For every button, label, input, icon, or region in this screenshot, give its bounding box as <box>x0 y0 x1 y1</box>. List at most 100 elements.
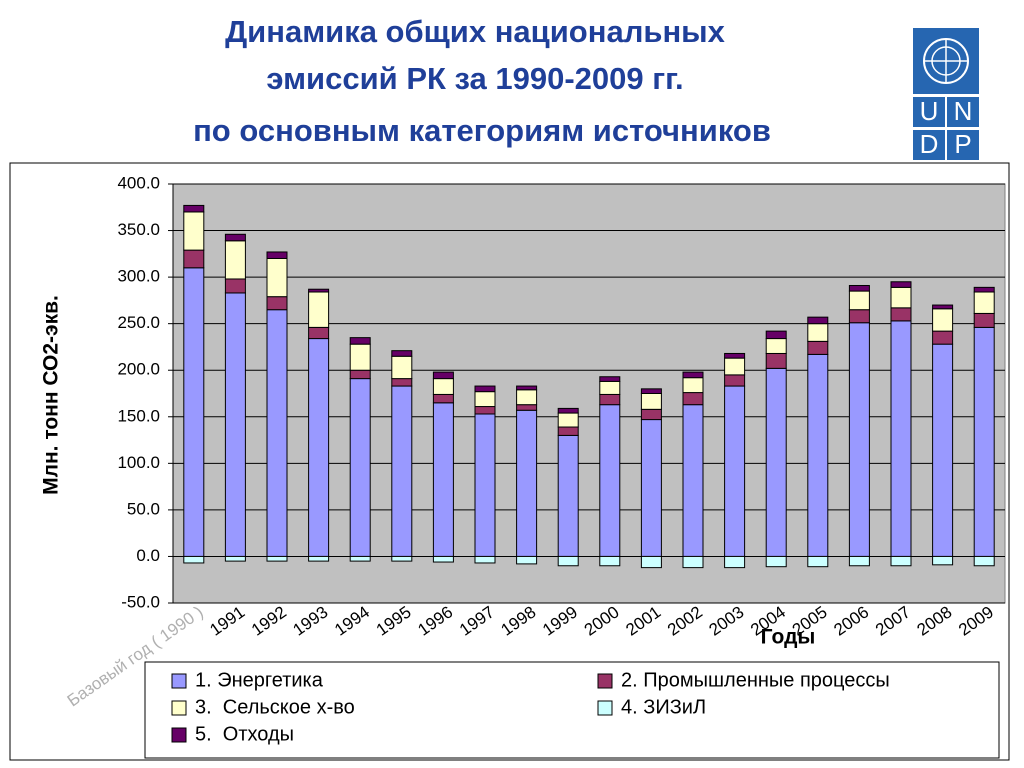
bar-segment <box>183 555 205 564</box>
bar-segment <box>183 249 205 269</box>
bar-segment <box>308 291 330 328</box>
bar-segment <box>682 555 704 569</box>
bar-segment <box>848 284 870 292</box>
bar-segment <box>266 555 288 562</box>
bar-segment <box>973 286 995 293</box>
bar-segment <box>183 211 205 251</box>
bar-segment <box>765 330 787 340</box>
bar-segment <box>224 555 246 562</box>
logo-box <box>947 130 979 160</box>
y-tick-label: 100.0 <box>117 453 160 472</box>
bar-segment <box>266 296 288 311</box>
y-tick-label: 400.0 <box>117 173 160 192</box>
bar-segment <box>474 385 496 393</box>
legend-swatch <box>597 673 613 689</box>
bar-segment <box>807 340 829 355</box>
bar-segment <box>266 257 288 298</box>
bar-segment <box>266 309 288 557</box>
bar-segment <box>599 376 621 382</box>
bar-segment <box>724 385 746 557</box>
bar-segment <box>807 555 829 568</box>
bar-segment <box>765 367 787 557</box>
bar-segment <box>724 555 746 569</box>
bar-segment <box>765 338 787 354</box>
legend <box>144 661 1000 759</box>
bar-segment <box>640 388 662 395</box>
bar-segment <box>266 251 288 259</box>
bar-segment <box>474 391 496 408</box>
bar-segment <box>890 307 912 322</box>
bar-segment <box>474 413 496 557</box>
bar-segment <box>973 312 995 328</box>
legend-swatch <box>171 700 187 716</box>
plot-area <box>172 183 1006 604</box>
bar-segment <box>599 380 621 395</box>
bar-segment <box>890 286 912 309</box>
bar-segment <box>682 404 704 557</box>
bar-segment <box>599 404 621 557</box>
bar-segment <box>557 426 579 436</box>
title-line: эмиссий РК за 1990-2009 гг. <box>266 61 683 96</box>
y-tick-label: -50.0 <box>121 592 160 611</box>
legend-swatch <box>171 673 187 689</box>
bar-segment <box>640 555 662 569</box>
bar-segment <box>391 355 413 380</box>
legend-label: 1. Энергетика <box>195 669 324 691</box>
bar-segment <box>724 352 746 359</box>
y-tick-label: 350.0 <box>117 220 160 239</box>
y-tick-label: 250.0 <box>117 313 160 332</box>
bar-segment <box>807 316 829 325</box>
bar-segment <box>349 378 371 557</box>
bar-segment <box>349 369 371 380</box>
logo-letter: U <box>920 96 939 126</box>
bar-segment <box>599 555 621 567</box>
y-tick-label: 150.0 <box>117 406 160 425</box>
logo-box <box>913 130 945 160</box>
bar-segment <box>932 308 954 332</box>
bar-segment <box>391 378 413 387</box>
bar-segment <box>973 555 995 567</box>
bar-segment <box>640 393 662 410</box>
logo-box <box>913 97 945 127</box>
bar-segment <box>516 404 538 411</box>
bar-segment <box>599 393 621 406</box>
bar-segment <box>848 309 870 324</box>
logo-letter: P <box>954 129 971 159</box>
bar-segment <box>349 337 371 345</box>
legend-swatch <box>171 727 187 743</box>
bar-segment <box>682 377 704 394</box>
y-axis-title: Млн. тонн СО2-экв. <box>40 295 63 495</box>
bar-segment <box>224 292 246 557</box>
bar-segment <box>890 555 912 567</box>
bar-segment <box>432 402 454 557</box>
y-tick-label: 300.0 <box>117 267 160 286</box>
bar-segment <box>224 233 246 242</box>
bar-segment <box>516 389 538 406</box>
bar-segment <box>183 267 205 557</box>
legend-swatch <box>597 700 613 716</box>
bar-segment <box>848 555 870 567</box>
logo-letter: D <box>920 129 939 159</box>
logo-letter: N <box>954 96 973 126</box>
bar-segment <box>224 278 246 294</box>
title-line: Динамика общих национальных <box>225 14 726 49</box>
bar-segment <box>932 304 954 310</box>
title-line: по основным категориям источников <box>193 113 771 148</box>
bar-segment <box>890 281 912 288</box>
y-tick-label: 0.0 <box>136 546 160 565</box>
bar-segment <box>557 412 579 428</box>
bar-segment <box>640 419 662 557</box>
logo-box <box>947 97 979 127</box>
bar-segment <box>807 353 829 557</box>
bar-segment <box>391 350 413 357</box>
legend-label: 2. Промышленные процессы <box>621 669 890 691</box>
bar-segment <box>516 409 538 557</box>
bar-segment <box>557 407 579 414</box>
bar-segment <box>391 555 413 562</box>
legend-label: 3. Сельское х-во <box>195 696 355 718</box>
bar-segment <box>640 408 662 421</box>
bar-segment <box>848 322 870 557</box>
bar-segment <box>224 240 246 280</box>
bar-segment <box>973 291 995 314</box>
legend-label: 5. Отходы <box>195 723 294 745</box>
